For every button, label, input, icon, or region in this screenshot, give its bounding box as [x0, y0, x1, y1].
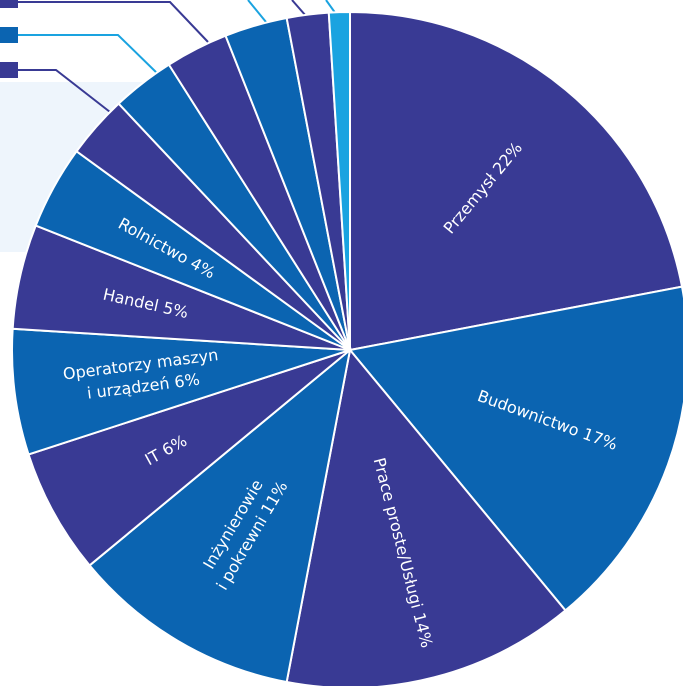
- slice: [327, 10, 351, 351]
- slice: [348, 285, 683, 612]
- slice: [11, 327, 351, 456]
- slice: [285, 347, 567, 686]
- leader-lines: [18, 0, 337, 113]
- slice: [88, 347, 352, 684]
- slice: [349, 10, 683, 352]
- legend-swatch: [0, 0, 18, 8]
- legend-swatch: [0, 27, 18, 43]
- legend-swatch: [0, 62, 18, 78]
- slice: [27, 349, 351, 567]
